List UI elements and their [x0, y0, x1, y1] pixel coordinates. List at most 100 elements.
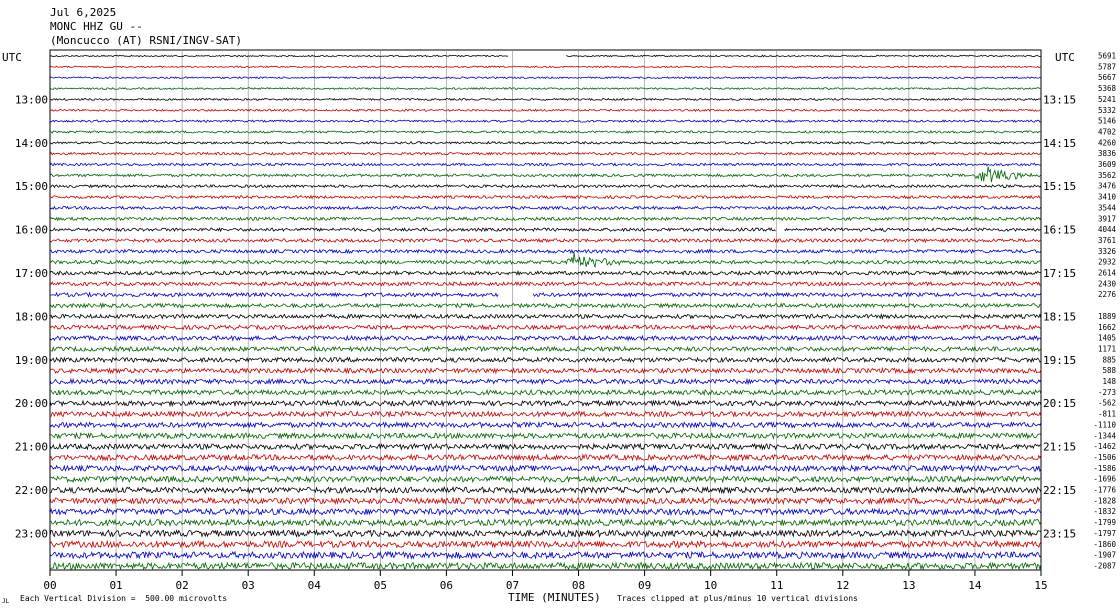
- left-time-label: 16:00: [15, 224, 48, 237]
- trace-offset-label: 5146: [1098, 117, 1117, 126]
- trace-line: [49, 216, 1042, 222]
- grid-lines: [49, 49, 1042, 571]
- trace-offset-label: -273: [1098, 388, 1116, 397]
- right-time-label: 16:15: [1043, 224, 1076, 237]
- vertical-division-note: Each Vertical Division = 500.00 microvol…: [20, 594, 228, 603]
- trace-line: [49, 119, 1042, 123]
- trace-line: [49, 561, 1042, 571]
- seismic-traces: [49, 54, 1042, 571]
- x-tick-label: 08: [572, 579, 585, 592]
- trace-line: [49, 410, 1042, 418]
- trace-offset-label: 5691: [1098, 52, 1116, 61]
- trace-offset-label: 3761: [1098, 236, 1116, 245]
- trace-offset-label: 5241: [1098, 95, 1116, 104]
- trace-offset-label: -1828: [1093, 496, 1116, 505]
- trace-offset-label: 3326: [1098, 247, 1117, 256]
- trace-line: [49, 399, 1042, 408]
- left-axis-label: UTC: [2, 51, 22, 64]
- trace-offset-label: -1797: [1093, 529, 1116, 538]
- trace-line: [49, 87, 1042, 91]
- trace-offset-label: -1832: [1093, 507, 1116, 516]
- trace-line: [49, 388, 1042, 397]
- trace-offset-label: 3836: [1098, 149, 1117, 158]
- trace-offset-label: 4702: [1098, 127, 1116, 136]
- trace-offset-label: 1405: [1098, 334, 1116, 343]
- trace-line: [49, 377, 1042, 386]
- trace-line: [49, 507, 1042, 517]
- left-time-label: 15:00: [15, 180, 48, 193]
- trace-offset-label: 2614: [1098, 269, 1117, 278]
- trace-line: [49, 431, 1042, 440]
- trace-line: [49, 130, 1042, 134]
- trace-line: [49, 356, 1042, 364]
- trace-line: [49, 205, 1042, 211]
- trace-line: [49, 194, 1042, 200]
- trace-line: [49, 302, 1042, 309]
- left-time-label: 20:00: [15, 397, 48, 410]
- trace-line: [49, 237, 1042, 244]
- trace-line: [49, 227, 1042, 233]
- right-time-label: 19:15: [1043, 354, 1076, 367]
- left-time-label: 22:00: [15, 484, 48, 497]
- trace-line: [49, 166, 1042, 183]
- trace-offset-label: 1171: [1098, 344, 1116, 353]
- trace-offset-label: -1799: [1093, 518, 1116, 527]
- trace-line: [49, 140, 1041, 145]
- left-time-label: 19:00: [15, 354, 48, 367]
- x-tick-label: 06: [440, 579, 453, 592]
- station-code: MONC HHZ GU --: [50, 20, 143, 33]
- trace-offset-label: -1344: [1093, 431, 1116, 440]
- right-time-label: 18:15: [1043, 310, 1076, 323]
- trace-offset-label: 4260: [1098, 138, 1117, 147]
- right-time-label: 22:15: [1043, 484, 1076, 497]
- x-tick-label: 07: [506, 579, 519, 592]
- right-time-label: 14:15: [1043, 137, 1076, 150]
- trace-offset-label: -1860: [1093, 540, 1116, 549]
- trace-offset-label: 1889: [1098, 312, 1116, 321]
- station-network: (Moncucco (AT) RSNI/INGV-SAT): [50, 34, 243, 47]
- plot-date: Jul 6,2025: [50, 6, 117, 19]
- trace-offset-label: 588: [1102, 366, 1116, 375]
- trace-offset-label: -562: [1098, 399, 1116, 408]
- trace-line: [49, 464, 1042, 473]
- right-time-label: 17:15: [1043, 267, 1076, 280]
- x-axis-title: TIME (MINUTES): [508, 591, 601, 604]
- trace-offset-label: -1506: [1093, 453, 1116, 462]
- trace-offset-label: 4044: [1098, 225, 1117, 234]
- trace-line: [49, 184, 1042, 189]
- trace-offset-label: 3609: [1098, 160, 1116, 169]
- left-time-label: 23:00: [15, 527, 48, 540]
- trace-offset-label: -1110: [1093, 420, 1116, 429]
- trace-line: [49, 252, 1042, 269]
- trace-line: [49, 151, 1042, 156]
- x-tick-label: 11: [770, 579, 783, 592]
- trace-line: [49, 323, 1042, 331]
- x-tick-label: 04: [308, 579, 322, 592]
- trace-line: [49, 248, 1042, 255]
- left-time-label: 18:00: [15, 310, 48, 323]
- trace-offset-label: 5332: [1098, 106, 1116, 115]
- trace-offset-label: 2276: [1098, 290, 1117, 299]
- trace-line: [49, 528, 1042, 538]
- x-tick-label: 14: [968, 579, 982, 592]
- right-axis-label: UTC: [1055, 51, 1075, 64]
- x-tick-label: 01: [109, 579, 122, 592]
- trace-offset-label: 2430: [1098, 279, 1117, 288]
- trace-offset-label: 3410: [1098, 193, 1117, 202]
- trace-line: [49, 474, 1042, 484]
- left-time-label: 21:00: [15, 441, 48, 454]
- trace-line: [49, 420, 1042, 429]
- left-time-label: 13:00: [15, 93, 48, 106]
- x-axis: 00 01 02 03 04 05 06 07 08 09 10 11 12 13 14 15: [43, 570, 1048, 592]
- x-tick-label: 03: [242, 579, 255, 592]
- trace-offset-label: 885: [1102, 355, 1116, 364]
- trace-line: [49, 54, 1042, 58]
- trace-line: [49, 453, 1042, 462]
- trace-line: [49, 550, 1042, 560]
- trace-line: [49, 108, 1042, 112]
- trace-offset-label: 5368: [1098, 84, 1117, 93]
- trace-line: [49, 518, 1042, 527]
- x-tick-label: 12: [836, 579, 849, 592]
- trace-offset-label: 3917: [1098, 214, 1116, 223]
